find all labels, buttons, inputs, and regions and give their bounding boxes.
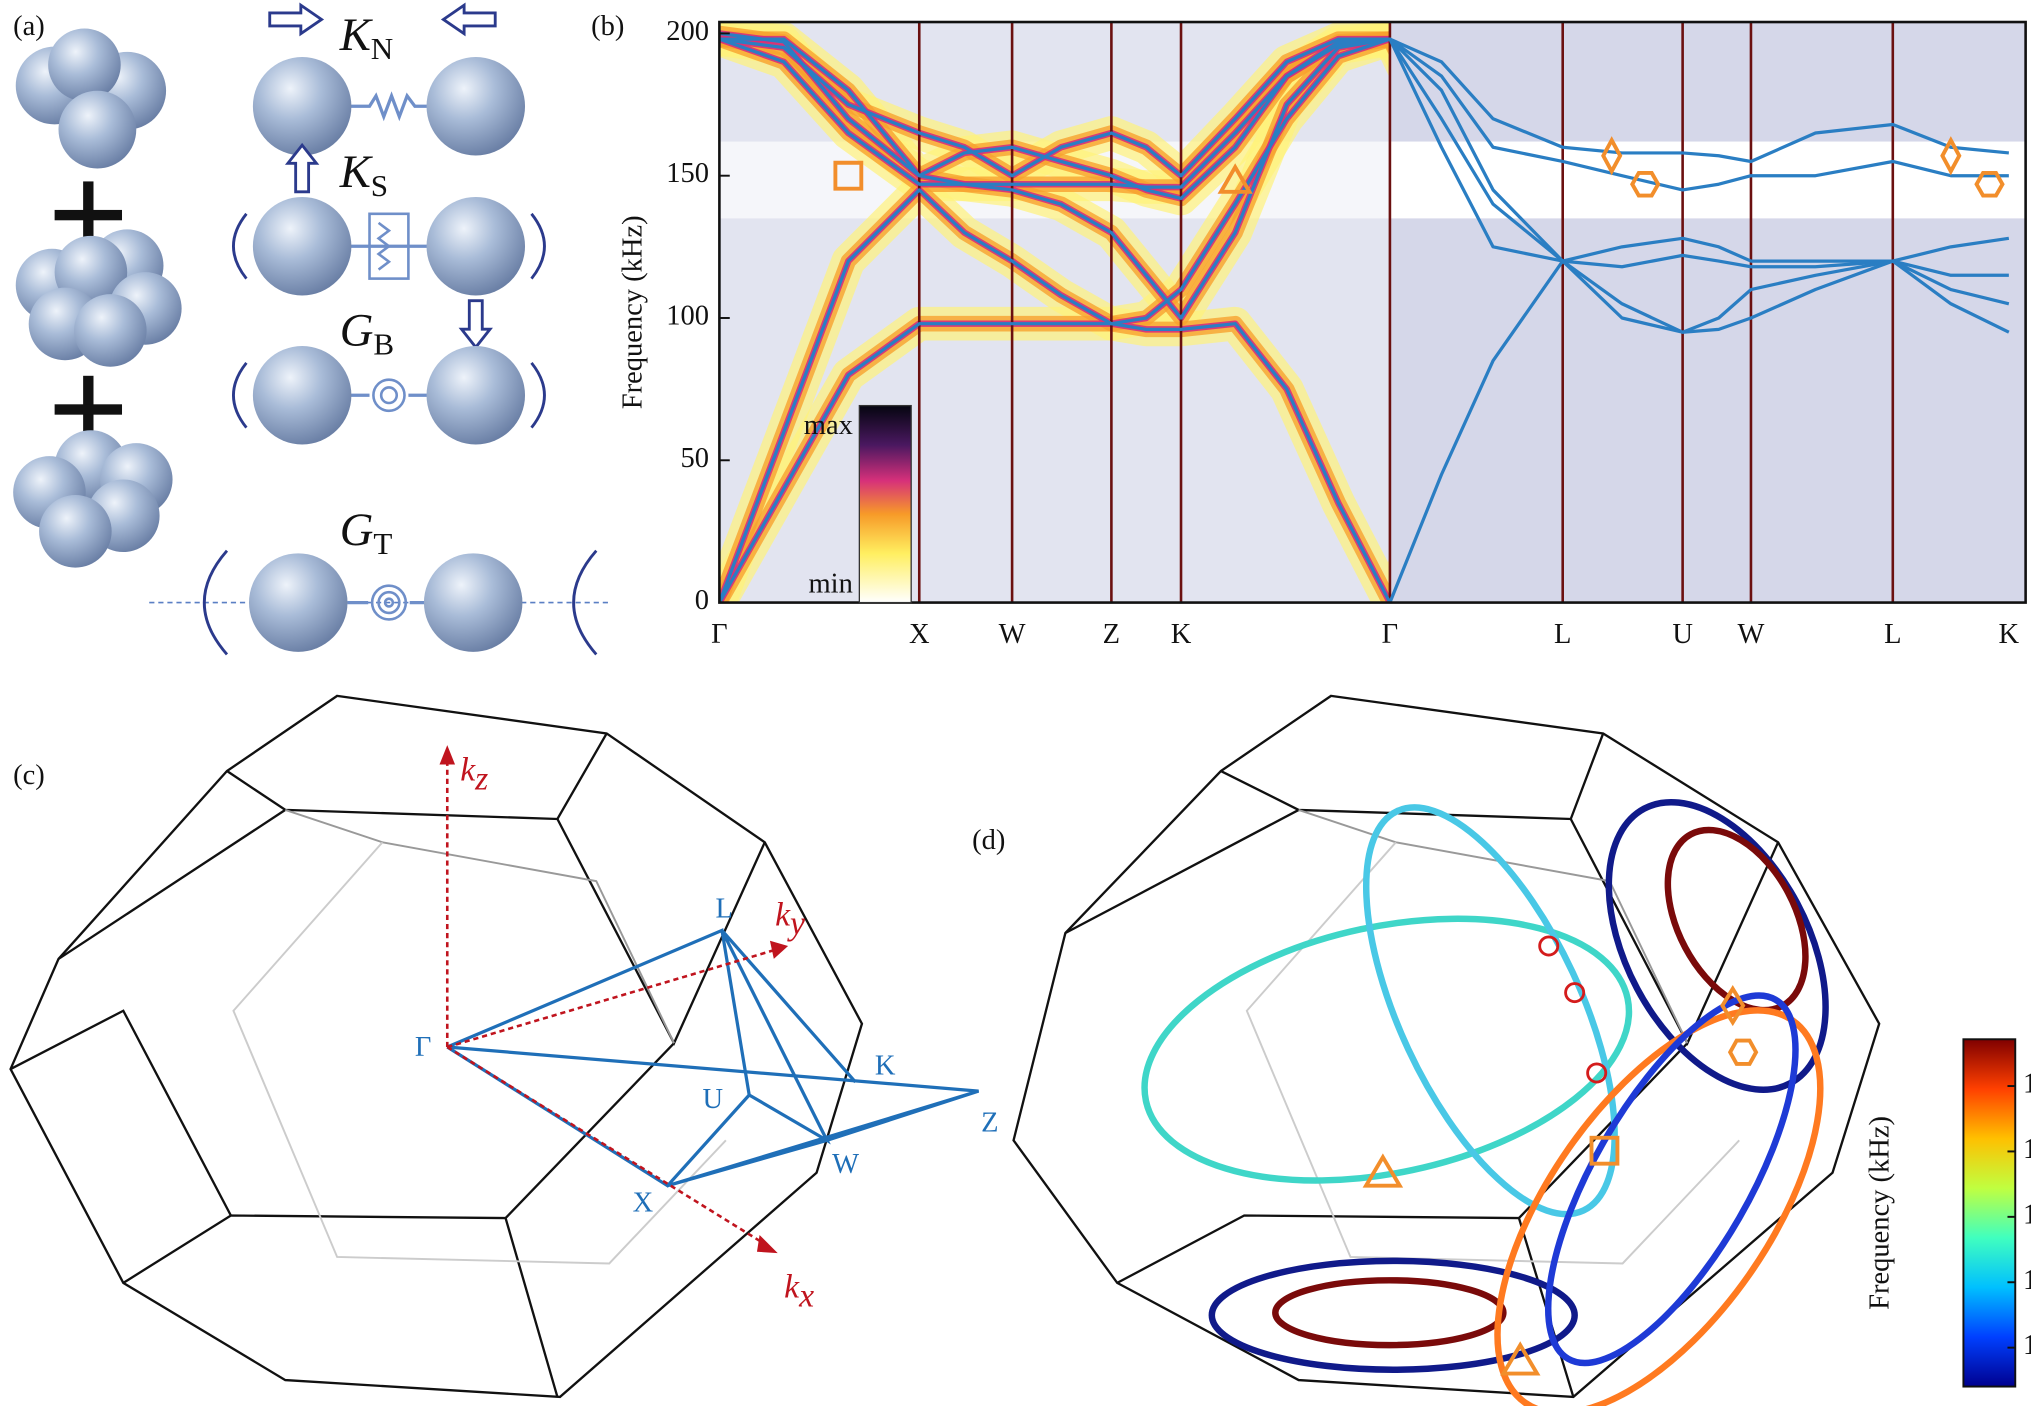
- symbol: K: [339, 9, 374, 61]
- colorbar-label: max: [804, 410, 853, 441]
- point-label: Z: [981, 1107, 998, 1138]
- x-tick-label: L: [1554, 619, 1571, 650]
- y-tick-label: 150: [2023, 1265, 2031, 1296]
- frequency-colorbar: 148 150 152 154 156 Frequency (kHz): [1864, 1038, 2031, 1388]
- subscript: N: [371, 31, 393, 66]
- colorbar-label: min: [809, 568, 853, 599]
- plot-frame: [718, 20, 2027, 604]
- sphere-clusters: [13, 28, 182, 568]
- symbol: K: [339, 146, 374, 198]
- band-chart: Γ X W Z K Γ L U W L K 0 50 100 150 200 Frequency (kHz) ma…: [618, 16, 2027, 650]
- symbol: k: [460, 751, 476, 788]
- x-tick-label: U: [1672, 619, 1693, 650]
- symbol: k: [784, 1268, 800, 1305]
- y-tick-label: 50: [681, 443, 710, 474]
- point-label: Γ: [415, 1032, 431, 1063]
- subscript: T: [373, 526, 392, 561]
- panel-label: (c): [13, 760, 45, 791]
- subscript: x: [798, 1277, 814, 1314]
- crossing-marker: [1630, 171, 1661, 198]
- crossing-marker: [833, 160, 864, 191]
- panel-label: (a): [13, 11, 45, 42]
- subscript: B: [373, 326, 394, 361]
- y-tick-label: 154: [2023, 1134, 2031, 1165]
- x-tick-label: Γ: [711, 619, 727, 650]
- coupling-label: GB: [340, 304, 394, 361]
- point-label: L: [716, 894, 733, 925]
- band-line: [719, 31, 2009, 320]
- subscript: y: [787, 905, 805, 942]
- nodal-markers: [1362, 935, 1759, 1376]
- y-tick-label: 148: [2023, 1330, 2031, 1361]
- crossing-marker: [1974, 171, 2005, 198]
- intensity-colorbar: [858, 404, 912, 604]
- band-line: [719, 259, 2010, 603]
- symbol: G: [340, 304, 374, 356]
- brillouin-zone: [9, 694, 864, 1399]
- x-tick-label: K: [1171, 619, 1192, 650]
- colorbar: [1962, 1038, 2017, 1388]
- x-tick-label: K: [1999, 619, 2020, 650]
- crossing-marker: [1601, 136, 1623, 176]
- point-label: K: [875, 1050, 896, 1081]
- axis-label: kx: [784, 1268, 814, 1314]
- symbol: G: [340, 504, 374, 556]
- subscript: z: [474, 760, 488, 797]
- band-line: [719, 37, 2010, 334]
- symbol: k: [775, 896, 791, 933]
- y-axis-label: Frequency (kHz): [618, 215, 649, 409]
- x-tick-label: L: [1884, 619, 1901, 650]
- coupling-diagrams: [149, 2, 612, 656]
- x-tick-label: W: [999, 619, 1026, 650]
- y-tick-label: 0: [695, 585, 709, 616]
- y-tick-label: 200: [666, 16, 709, 47]
- y-tick-label: 152: [2023, 1199, 2031, 1230]
- coupling-label: GT: [340, 504, 393, 561]
- point-label: X: [633, 1188, 654, 1219]
- point-label: U: [703, 1084, 724, 1115]
- coupling-label: KN: [339, 9, 394, 66]
- panel-label: (d): [972, 825, 1005, 856]
- x-tick-label: Z: [1103, 619, 1120, 650]
- subscript: S: [371, 168, 388, 203]
- x-tick-label: Γ: [1382, 619, 1398, 650]
- y-tick-label: 100: [666, 301, 709, 332]
- crossing-marker: [1940, 136, 1962, 176]
- band-line: [719, 37, 2010, 603]
- brillouin-zone: [1012, 694, 1881, 1399]
- nodal-lines: [1141, 798, 1829, 1406]
- crossing-marker: [1217, 163, 1253, 194]
- y-tick-label: 156: [2023, 1069, 2031, 1100]
- axis-label: ky: [775, 896, 805, 942]
- axis-label: kz: [460, 751, 488, 797]
- band-line: [719, 37, 2009, 277]
- x-tick-label: W: [1738, 619, 1765, 650]
- band-lines: [719, 31, 2010, 603]
- y-tick-label: 150: [666, 158, 709, 189]
- k-axes: [439, 745, 789, 1254]
- coupling-label: KS: [339, 146, 388, 203]
- panel-label: (b): [591, 11, 624, 42]
- x-tick-label: X: [909, 619, 930, 650]
- y-axis-label: Frequency (kHz): [1864, 1116, 1895, 1310]
- point-label: W: [832, 1149, 859, 1180]
